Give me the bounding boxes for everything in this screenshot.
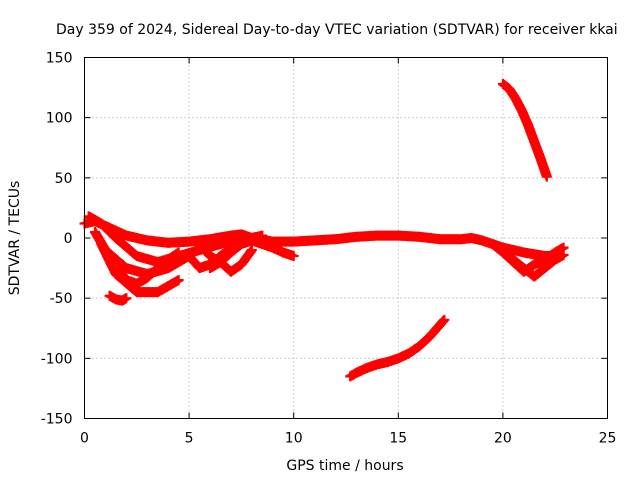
series-dip-track-5 [112,247,184,289]
x-axis-title: GPS time / hours [286,458,403,474]
data-point [288,251,299,262]
series-lower-arc [345,314,450,382]
data-point [541,171,552,182]
y-tick-label: 150 [46,51,73,67]
y-tick-label: -150 [41,412,73,428]
series-low-cluster-2 [194,239,257,277]
ticks: 0 5 10 15 20 25 -150 -100 -50 0 50 100 150 [41,51,617,447]
x-tick-label: 25 [599,431,617,447]
series-late-spread-2 [497,245,569,282]
x-tick-label: 0 [80,431,89,447]
data-point [121,293,132,304]
data-point [439,314,450,325]
data-layer [79,78,569,382]
x-tick-label: 15 [389,431,407,447]
x-tick-label: 5 [185,431,194,447]
data-point [246,245,257,256]
x-tick-label: 10 [285,431,303,447]
series-dip-track-4 [104,290,132,306]
y-tick-label: 0 [64,231,73,247]
data-point [173,275,184,286]
data-point [257,230,268,241]
x-tick-label: 20 [494,431,512,447]
y-tick-label: -100 [41,351,73,367]
series-low-cluster-3 [205,235,299,274]
y-tick-label: 50 [55,171,73,187]
y-tick-label: 100 [46,111,73,127]
chart-title: Day 359 of 2024, Sidereal Day-to-day VTE… [56,22,618,38]
series-upper-arc [497,78,552,182]
data-point [558,249,569,260]
data-point [173,247,184,258]
y-axis-title: SDTVAR / TECUs [7,181,23,296]
y-tick-label: -50 [50,291,73,307]
